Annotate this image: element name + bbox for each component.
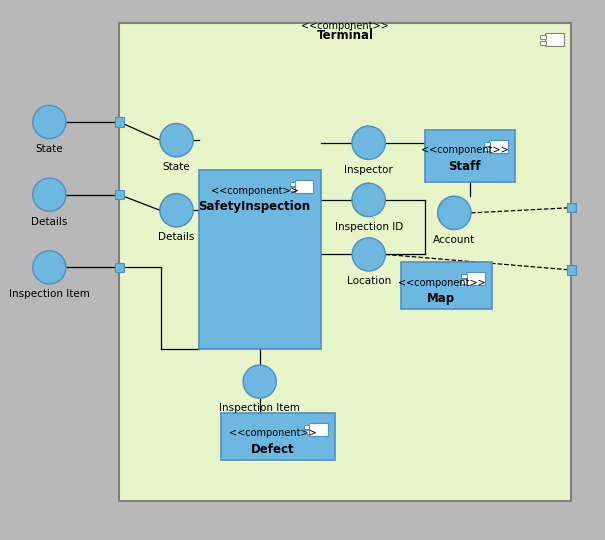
FancyBboxPatch shape [545,33,564,46]
FancyBboxPatch shape [540,40,546,45]
FancyBboxPatch shape [485,141,490,146]
FancyBboxPatch shape [425,130,515,182]
Text: <<component>>: <<component>> [421,145,509,156]
FancyBboxPatch shape [461,279,466,284]
FancyBboxPatch shape [461,274,466,278]
Text: <<component>>: <<component>> [301,21,389,31]
FancyBboxPatch shape [198,170,321,349]
Circle shape [160,194,193,227]
FancyBboxPatch shape [309,423,328,436]
FancyBboxPatch shape [115,117,124,127]
Circle shape [352,183,385,217]
Circle shape [33,251,66,284]
Circle shape [438,196,471,229]
Text: Inspector: Inspector [344,165,393,174]
FancyBboxPatch shape [489,140,508,153]
Circle shape [160,124,193,157]
Text: <<component>>: <<component>> [211,186,298,195]
Text: SafetyInspection: SafetyInspection [198,200,310,213]
Text: Inspection ID: Inspection ID [335,222,403,232]
FancyBboxPatch shape [304,430,310,434]
FancyBboxPatch shape [485,147,490,151]
FancyBboxPatch shape [540,35,546,39]
Text: Details: Details [159,232,195,242]
Circle shape [352,126,385,159]
FancyBboxPatch shape [290,187,295,191]
Text: Defect: Defect [251,443,295,456]
Text: Details: Details [31,217,68,226]
Text: Inspection Item: Inspection Item [219,403,300,414]
FancyBboxPatch shape [119,23,571,501]
FancyBboxPatch shape [466,272,485,285]
Text: Account: Account [433,235,476,245]
Text: <<component>>: <<component>> [397,278,485,288]
FancyBboxPatch shape [401,262,492,309]
FancyBboxPatch shape [115,190,124,199]
Text: <<component>>: <<component>> [229,428,316,438]
Circle shape [243,365,276,399]
FancyBboxPatch shape [304,425,310,429]
Text: Terminal: Terminal [317,29,374,42]
FancyBboxPatch shape [566,265,576,275]
Text: Staff: Staff [448,160,481,173]
Text: Inspection Item: Inspection Item [9,289,90,299]
FancyBboxPatch shape [566,203,576,212]
FancyBboxPatch shape [295,180,313,193]
Circle shape [352,238,385,271]
Circle shape [33,178,66,211]
Circle shape [33,105,66,139]
Text: State: State [163,162,191,172]
FancyBboxPatch shape [290,182,295,186]
Text: State: State [36,144,63,154]
Text: Location: Location [347,276,391,286]
FancyBboxPatch shape [221,413,335,460]
Text: Map: Map [427,292,456,305]
FancyBboxPatch shape [115,263,124,272]
